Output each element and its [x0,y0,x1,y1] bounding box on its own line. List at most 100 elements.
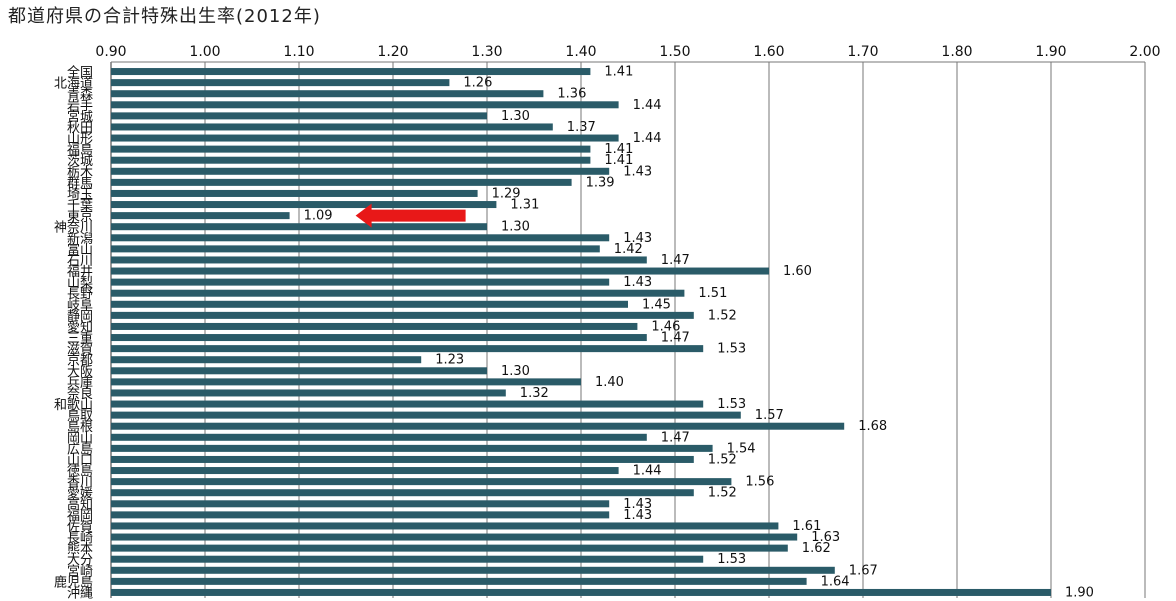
bar [111,500,610,508]
bar [111,522,779,530]
category-label: 北海道 [54,77,93,92]
category-label: 徳島 [67,465,93,480]
data-label: 1.30 [501,109,530,124]
bar [111,334,647,342]
data-label: 1.56 [745,475,774,490]
bar [111,201,497,209]
arrow-head [355,203,372,228]
value-labels: 1.411.261.361.441.301.371.441.411.411.43… [304,65,1094,601]
category-label: 千葉 [67,199,93,214]
data-label: 1.46 [651,319,680,334]
data-label: 1.44 [633,98,662,113]
data-label: 1.90 [1065,585,1094,600]
category-label: 京都 [67,354,93,369]
bar [111,345,704,353]
category-labels: 全国北海道青森岩手宮城秋田山形福島茨城栃木群馬埼玉千葉東京神奈川新潟富山石川福井… [54,65,93,601]
category-label: 和歌山 [54,398,93,413]
data-label: 1.47 [661,430,690,445]
data-label: 1.53 [717,342,746,357]
bar [111,278,610,286]
bar [111,566,835,574]
data-label: 1.53 [717,397,746,412]
x-tick-labels: 0.90 1.00 1.10 1.20 1.30 1.40 1.50 1.60 1.70 1.80… [95,44,1160,60]
bar [111,433,647,441]
data-label: 1.47 [661,253,690,268]
category-label: 岩手 [67,99,93,114]
bar [111,356,422,364]
category-label: 福井 [67,265,93,280]
bars [111,68,1051,596]
data-label: 1.61 [792,519,821,534]
bar [111,145,591,153]
bar [111,178,572,186]
category-label: 沖縄 [67,586,93,601]
bar [111,588,1051,596]
bar [111,167,610,175]
category-label: 山口 [67,453,93,468]
data-label: 1.41 [604,142,633,157]
category-label: 神奈川 [54,221,93,236]
category-label: 岐阜 [67,297,93,313]
category-label: 青森 [67,88,93,103]
x-tick-label: 0.90 [95,44,126,60]
bar [111,223,487,231]
data-label: 1.43 [623,497,652,512]
bar [111,101,619,109]
bar [111,134,619,142]
bar [111,478,732,486]
category-label: 香川 [67,476,93,491]
data-label: 1.51 [698,286,727,301]
bar [111,123,553,131]
gridlines [110,61,1146,598]
data-label: 1.42 [614,242,643,257]
chart-title: 都道府県の合計特殊出生率(2012年) [8,6,321,27]
bar [111,400,704,408]
bar [111,189,478,197]
data-label: 1.26 [463,76,492,91]
arrow-shaft [369,209,466,222]
category-label: 茨城 [67,154,93,169]
category-label: 鳥取 [67,409,93,424]
bar [111,411,741,419]
bar [111,422,845,430]
category-label: 愛知 [67,319,93,335]
data-label: 1.63 [811,530,840,545]
bar [111,300,628,308]
data-label: 1.37 [567,120,596,135]
data-label: 1.68 [858,419,887,434]
x-tick-label: 2.00 [1129,44,1160,60]
category-label: 熊本 [67,541,93,557]
data-label: 1.43 [623,231,652,246]
bar [111,289,685,297]
category-label: 大阪 [67,365,93,380]
bar [111,389,506,397]
data-label: 1.62 [802,541,831,556]
bar [111,212,290,220]
category-label: 佐賀 [67,520,93,535]
category-label: 山形 [67,132,93,147]
data-label: 1.32 [520,386,549,401]
category-label: 鹿児島 [54,574,93,590]
x-tick-label: 1.50 [659,44,690,60]
data-label: 1.40 [595,375,624,390]
category-label: 埼玉 [67,187,93,202]
bar [111,367,487,375]
x-tick-label: 1.90 [1035,44,1066,60]
data-label: 1.67 [849,563,878,578]
bar [111,156,591,164]
category-label: 島根 [67,420,93,435]
highlight-arrow [355,203,466,228]
category-label: 高知 [67,497,93,513]
data-label: 1.57 [755,408,784,423]
data-label: 1.36 [557,87,586,102]
data-label: 1.09 [304,209,333,224]
data-label: 1.60 [783,264,812,279]
category-label: 全国 [67,65,93,81]
data-label: 1.43 [623,275,652,290]
category-label: 栃木 [67,165,93,180]
data-label: 1.64 [821,574,850,589]
data-label: 1.47 [661,331,690,346]
category-label: 山梨 [67,276,93,291]
category-label: 滋賀 [67,343,93,358]
